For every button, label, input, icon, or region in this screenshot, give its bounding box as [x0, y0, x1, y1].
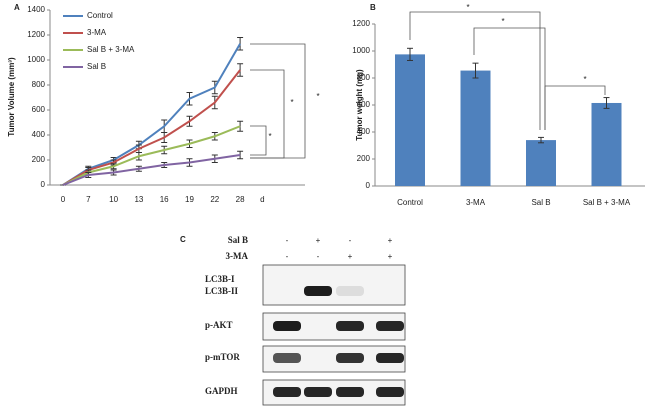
treatment-mark: -: [317, 252, 320, 261]
significance: *: [583, 75, 586, 84]
legend-label: Sal B: [87, 62, 106, 71]
x-tick-label: 28: [236, 195, 245, 204]
y-tick-label: 200: [357, 154, 371, 163]
blot-band: [336, 321, 364, 331]
y-tick-label: 1000: [27, 55, 45, 64]
y-tick-label: 0: [366, 181, 371, 190]
blot-band: [336, 353, 364, 363]
significance: *: [290, 98, 293, 107]
treatment-mark: +: [388, 252, 393, 261]
y-tick-label: 800: [357, 73, 371, 82]
significance: *: [501, 17, 504, 26]
y-tick-label: 400: [357, 127, 371, 136]
blot-band: [376, 321, 404, 331]
band-label: p-AKT: [205, 320, 233, 330]
series-line: [62, 43, 241, 186]
x-tick-label: Sal B + 3-MA: [583, 198, 631, 207]
x-tick-label: 13: [134, 195, 143, 204]
treatment-mark: +: [348, 252, 353, 261]
blot-band: [273, 321, 301, 331]
panel-label: C: [180, 235, 186, 244]
series-line: [62, 69, 241, 186]
y-tick-label: 1400: [27, 5, 45, 14]
treatment-mark: -: [286, 236, 289, 245]
blot-band: [376, 353, 404, 363]
blot-band: [376, 387, 404, 397]
y-tick-label: 1200: [352, 19, 370, 28]
bar: [395, 54, 425, 186]
band-label: GAPDH: [205, 386, 238, 396]
panel-label: A: [14, 3, 20, 12]
treatment-mark: -: [286, 252, 289, 261]
x-tick-label: 19: [185, 195, 194, 204]
x-tick-label: Control: [397, 198, 423, 207]
series-line: [62, 125, 241, 186]
blot-band: [304, 286, 332, 296]
legend-label: Control: [87, 11, 113, 20]
y-tick-label: 200: [32, 155, 46, 164]
treatment-mark: -: [349, 236, 352, 245]
blot-box: [262, 264, 406, 306]
treatment-label: Sal B: [228, 235, 248, 245]
x-tick-label: 3-MA: [466, 198, 486, 207]
treatment-label: 3-MA: [226, 251, 249, 261]
legend-label: 3-MA: [87, 28, 107, 37]
y-tick-label: 600: [357, 100, 371, 109]
y-tick-label: 1200: [27, 30, 45, 39]
blot-band: [336, 387, 364, 397]
y-axis-label: Tumor Volume (mm³): [7, 57, 16, 137]
legend-label: Sal B + 3-MA: [87, 45, 135, 54]
band-label: LC3B-I: [205, 274, 235, 284]
bar: [591, 102, 622, 186]
x-tick-label: 10: [109, 195, 118, 204]
significance: *: [316, 92, 319, 101]
brackets-a: [250, 43, 306, 159]
x-tick-label: 7: [86, 195, 91, 204]
panel-label: B: [370, 3, 376, 12]
y-tick-label: 400: [32, 130, 46, 139]
series-line: [62, 154, 241, 186]
x-tick-label: 22: [210, 195, 219, 204]
y-tick-label: 800: [32, 80, 46, 89]
x-tick-label: Sal B: [531, 198, 550, 207]
band-label: LC3B-II: [205, 286, 239, 296]
x-tick-label: 0: [61, 195, 66, 204]
band-label: p-mTOR: [205, 352, 240, 362]
y-tick-label: 0: [41, 180, 46, 189]
y-tick-label: 1000: [352, 46, 370, 55]
significance: *: [466, 3, 469, 12]
blot-band: [336, 286, 364, 296]
blot-band: [273, 353, 301, 363]
brackets-b: [409, 11, 606, 130]
x-tick-label: 16: [160, 195, 169, 204]
treatment-mark: +: [316, 236, 321, 245]
y-tick-label: 600: [32, 105, 46, 114]
blot-band: [273, 387, 301, 397]
treatment-mark: +: [388, 236, 393, 245]
bar: [526, 140, 556, 186]
y-axis-label: Tumor weight (mg): [355, 69, 364, 141]
significance: *: [268, 132, 271, 141]
x-axis-label: d: [260, 195, 264, 204]
bar: [460, 70, 491, 186]
blot-band: [304, 387, 332, 397]
